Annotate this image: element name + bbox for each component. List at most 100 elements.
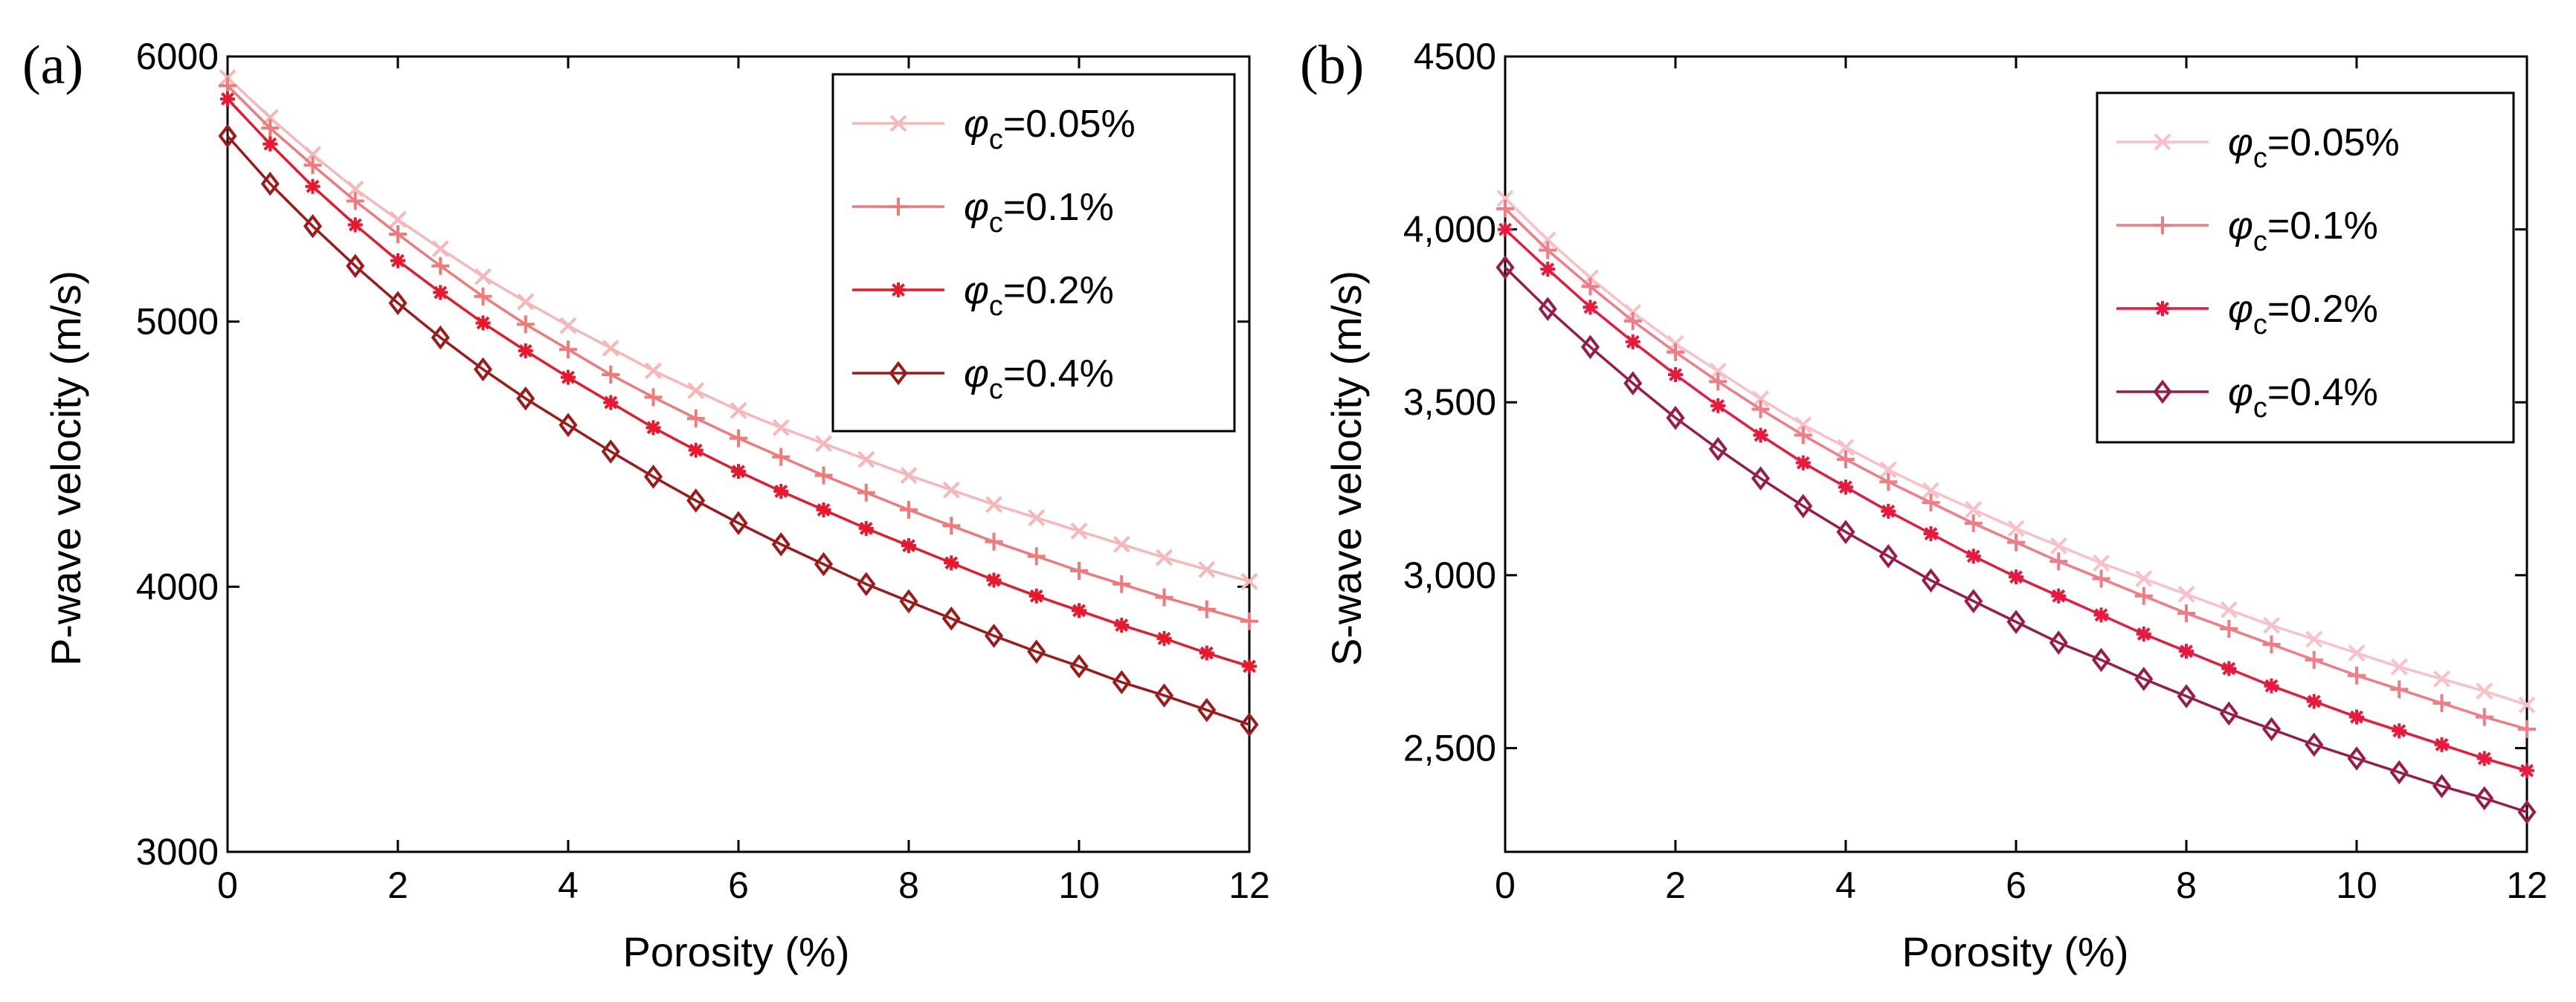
panel-a-series-3-point-0-a	[218, 123, 237, 149]
panel-a-series-0-point-9-b	[602, 339, 619, 357]
panel-a-series-0-point-14-b	[815, 435, 832, 453]
panel-a-series-2-point-24-d	[1243, 659, 1256, 673]
panel-a-series-3-point-13-a	[771, 531, 790, 557]
panel-b-series-1-point-20	[2348, 666, 2366, 685]
panel-a-series-3-point-22-a	[1154, 683, 1174, 708]
panel-a-series-0-point-6-b	[474, 268, 492, 285]
panel-a-series-3-point-16	[899, 589, 918, 614]
panel-a-series-2-point-5	[433, 285, 448, 300]
panel-b-series-1-point-6	[1751, 400, 1770, 418]
panel-a-series-2-point-23-d	[1200, 646, 1214, 660]
panel-a-series-2-point-11	[688, 442, 703, 458]
panel-b-series-0-point-14-b	[2093, 555, 2110, 572]
panel-a-series-3-point-18	[984, 624, 1004, 648]
panel-b-series-1-point-21	[2390, 680, 2409, 699]
panel-b-series-2-point-3-d	[1626, 334, 1640, 349]
panel-a-series-0-point-3	[347, 180, 364, 198]
panel-a-series-2-point-20-d	[1072, 604, 1086, 618]
panel-b-series-2-point-5	[1710, 398, 1726, 413]
panel-a-series-0-point-20-b	[1070, 523, 1088, 540]
panel-b-series-2-point-2	[1582, 300, 1598, 315]
panel-a-series-3-point-24	[1240, 712, 1259, 737]
panel-b-series-3-point-20-a	[2347, 746, 2366, 771]
panel-a-series-0-point-12-b	[730, 401, 747, 419]
panel-b-xtick-label-6: 12	[2506, 864, 2548, 906]
panel-b-series-3-point-15-a	[2134, 667, 2154, 691]
panel-a-legend-label-0: φc=0.05%	[964, 103, 1136, 155]
panel-b-series-2-point-9-d	[1881, 504, 1896, 518]
panel-b-series-1-point-24	[2518, 720, 2536, 738]
panel-b-series-2-point-0-d	[1498, 222, 1512, 236]
panel-b-series-2-point-5-d	[1711, 398, 1725, 413]
panel-a-series-3-point-16-a	[899, 589, 918, 614]
panel-a-series-1-point-14	[814, 466, 833, 485]
panel-a-series-0-point-13-b	[772, 418, 790, 436]
panel-a-ytick-label-2: 5000	[136, 301, 219, 343]
panel-b-series-3-point-14-a	[2091, 647, 2111, 673]
panel-a-series-3-point-12	[729, 511, 748, 536]
panel-a-series-3-point-12-a	[729, 511, 748, 536]
panel-b-series-0-point-11	[1965, 501, 1983, 518]
panel-a-series-0-point-8-b	[559, 317, 577, 334]
panel-b-series-0-point-20	[2348, 644, 2366, 662]
panel-b-series-2-point-15	[2136, 626, 2151, 641]
panel-b-series-2-point-15-d	[2137, 627, 2151, 641]
panel-b-series-0-point-14	[2093, 555, 2110, 572]
panel-a-series-3-point-2	[303, 213, 323, 239]
panel-b-series-1-point-3	[1623, 311, 1642, 330]
panel-b-series-1-point-11	[1964, 514, 1983, 533]
panel-b-series-0-point-8	[1837, 439, 1855, 456]
panel-a-xtick-label-2: 4	[558, 864, 579, 906]
panel-b-series-2-point-21	[2392, 723, 2407, 739]
panel-a-series-3-point-8-a	[558, 413, 578, 438]
panel-b-legend-marker-3	[2153, 379, 2172, 404]
panel-a-series-3-point-1-a	[260, 171, 280, 196]
panel-b-series-0-point-18-b	[2263, 616, 2280, 634]
panel-a-series-0-point-11	[687, 381, 705, 399]
panel-b-series-1-point-19	[2305, 650, 2323, 669]
panel-b-series-3-point-11	[1964, 589, 1983, 613]
panel-a-xlabel: Porosity (%)	[623, 928, 850, 975]
panel-a-legend-marker-3	[889, 361, 908, 386]
panel-a-series-2-point-0	[220, 91, 235, 107]
panel-b-series-2-point-18	[2264, 678, 2279, 694]
panel-a-series-2-point-6-d	[476, 316, 490, 330]
panel-b-series-2-point-13-d	[2052, 589, 2066, 603]
panel-a-legend-label-3: φc=0.4%	[964, 352, 1114, 405]
panel-a-series-3-point-18-a	[984, 624, 1004, 648]
panel-a-series-0-point-4	[389, 210, 407, 228]
panel-b-series-0-point-13-b	[2049, 537, 2067, 555]
panel-a-series-0-point-14	[815, 435, 832, 453]
panel-a-xtick-label-0: 0	[217, 864, 238, 906]
panel-b-series-3-point-6	[1751, 466, 1771, 491]
panel-a-series-2-point-24	[1242, 659, 1257, 674]
panel-b-legend-label-3: φc=0.4%	[2228, 371, 2378, 424]
panel-b-series-3-point-18	[2261, 717, 2282, 742]
panel-a-series-1-point-11	[686, 409, 705, 427]
panel-b-series-3-point-19-a	[2305, 732, 2324, 757]
panel-a-series-1-point-13	[772, 447, 790, 466]
panel-b-ytick-label-0: 2,500	[1403, 727, 1496, 769]
panel-b-series-0-point-21	[2390, 658, 2408, 676]
panel-a-series-2-point-2	[305, 178, 321, 194]
panel-b: (b) S-wave velocity (m/s) Porosity (%) 0…	[1300, 35, 2548, 975]
panel-a-series-1-point-23	[1197, 600, 1216, 618]
panel-b-series-0-point-8-b	[1837, 439, 1855, 456]
panel-b-series-3-point-10	[1921, 568, 1941, 593]
panel-b-series-0-point-13	[2049, 537, 2067, 555]
panel-a-series-3-point-4-a	[388, 291, 408, 315]
panel-a-series-3-point-17	[941, 606, 961, 631]
panel-a-ytick-label-1: 4000	[136, 566, 219, 607]
panel-a-series-1-point-2	[303, 156, 322, 175]
panel-a-series-2-point-21	[1114, 618, 1130, 633]
panel-b-series-3-point-10-a	[1921, 568, 1941, 593]
panel-b-series-3-point-1	[1538, 297, 1557, 321]
panel-a-series-3-point-15-a	[857, 572, 876, 597]
panel-b-series-0-point-0-b	[1496, 190, 1514, 207]
panel-a-series-0-point-5-b	[431, 240, 449, 257]
panel-a-legend-label-1: φc=0.1%	[964, 186, 1114, 239]
panel-b-series-2-point-17	[2221, 661, 2237, 676]
panel-a-series-0-point-24	[1240, 572, 1258, 590]
panel-a-series-0-point-10-b	[645, 362, 662, 380]
